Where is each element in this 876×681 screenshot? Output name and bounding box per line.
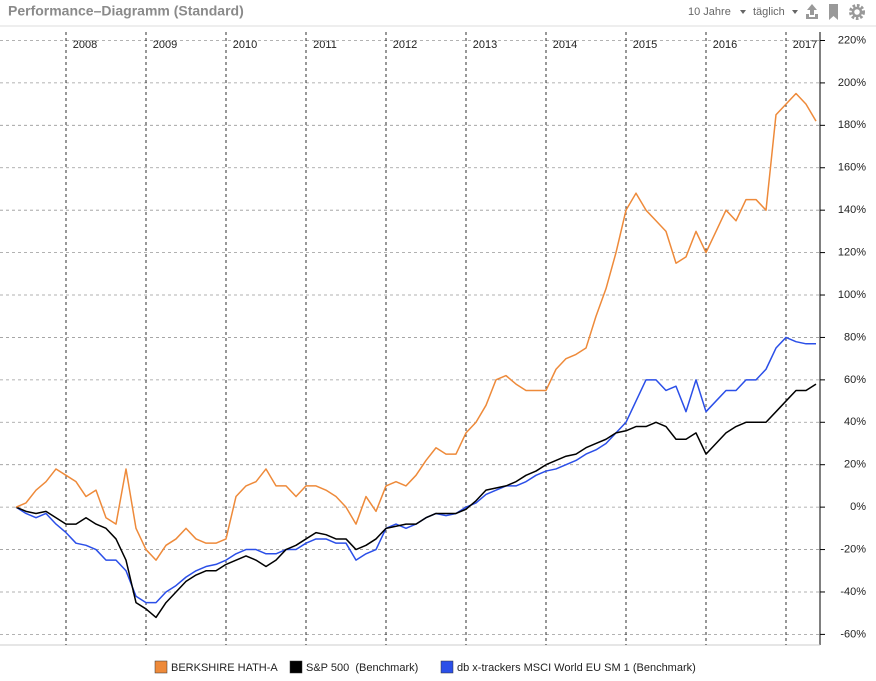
series-line	[15, 383, 817, 619]
series-line	[15, 336, 816, 604]
x-tick-label: 2017	[793, 39, 817, 51]
x-tick-label: 2008	[73, 39, 97, 51]
export-icon[interactable]	[806, 4, 818, 19]
y-tick-label: -40%	[840, 586, 866, 598]
settings-icon[interactable]	[849, 4, 865, 20]
x-tick-label: 2010	[233, 39, 257, 51]
chart-title: Performance–Diagramm (Standard)	[8, 3, 244, 19]
x-tick-label: 2012	[393, 39, 417, 51]
y-tick-label: 60%	[844, 374, 866, 386]
y-tick-label: 120%	[838, 247, 866, 259]
x-tick-label: 2013	[473, 39, 497, 51]
legend-swatch	[154, 660, 168, 674]
x-tick-label: 2009	[153, 39, 177, 51]
x-tick-label: 2016	[713, 39, 737, 51]
y-tick-label: 0%	[850, 501, 866, 513]
y-tick-label: 180%	[838, 119, 866, 131]
y-tick-label: 200%	[838, 77, 866, 89]
y-tick-label: 40%	[844, 416, 866, 428]
range-caret	[740, 10, 746, 14]
series-line	[15, 92, 817, 561]
x-tick-label: 2011	[313, 39, 337, 51]
interval-caret	[792, 10, 798, 14]
legend-label: S&P 500 (Benchmark)	[306, 662, 418, 674]
y-tick-label: 160%	[838, 162, 866, 174]
legend-label: db x-trackers MSCI World EU SM 1 (Benchm…	[457, 662, 696, 674]
bookmark-icon[interactable]	[829, 4, 838, 20]
y-tick-label: 220%	[838, 34, 866, 46]
y-tick-label: 140%	[838, 204, 866, 216]
x-tick-label: 2014	[553, 39, 577, 51]
y-tick-label: -20%	[840, 543, 866, 555]
range-select[interactable]: 10 Jahre	[688, 6, 731, 18]
interval-select[interactable]: täglich	[753, 6, 785, 18]
y-tick-label: 20%	[844, 459, 866, 471]
gear-teeth	[849, 4, 865, 20]
legend-swatch	[440, 660, 454, 674]
gear-body	[851, 6, 863, 18]
y-tick-label: -60%	[840, 628, 866, 640]
y-tick-label: 100%	[838, 289, 866, 301]
y-tick-label: 80%	[844, 331, 866, 343]
legend-label: BERKSHIRE HATH-A	[171, 662, 278, 674]
legend-swatch	[289, 660, 303, 674]
x-tick-label: 2015	[633, 39, 657, 51]
